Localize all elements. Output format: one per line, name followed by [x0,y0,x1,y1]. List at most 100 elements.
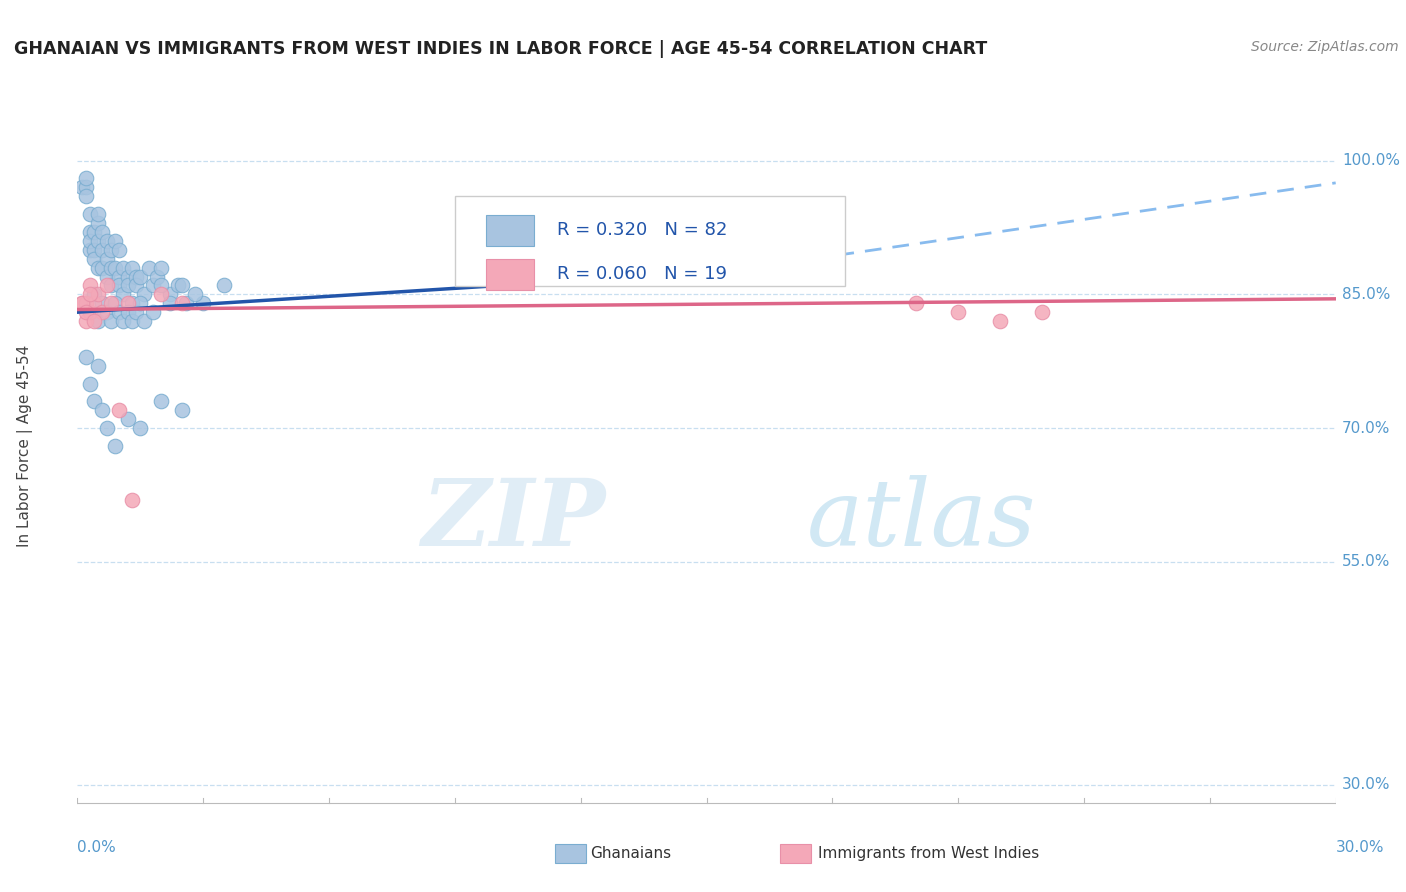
Point [104,296,127,310]
Point [96,278,118,293]
Text: 30.0%: 30.0% [1336,840,1384,855]
Point [79,305,101,319]
Point [96,421,118,435]
Point [87,216,110,230]
Point [100,260,122,275]
Point [79,376,101,391]
Point [104,234,127,248]
Point [172,278,194,293]
Point [134,287,156,301]
Point [117,305,139,319]
Point [96,305,118,319]
Point [75,350,97,364]
Text: In Labor Force | Age 45-54: In Labor Force | Age 45-54 [17,345,34,547]
Point [75,314,97,328]
Point [108,243,131,257]
FancyBboxPatch shape [456,196,845,286]
Point [79,234,101,248]
Text: 100.0%: 100.0% [1341,153,1400,168]
Point [91,243,114,257]
Point [176,296,198,310]
Point [79,287,101,301]
Text: R = 0.320   N = 82: R = 0.320 N = 82 [557,221,727,239]
Point [108,403,131,417]
Point [905,296,928,310]
Bar [780,844,811,863]
Point [112,314,135,328]
Point [108,269,131,284]
Point [70,296,93,310]
Point [104,439,127,453]
Point [91,403,114,417]
Point [96,252,118,266]
Text: 55.0%: 55.0% [1341,555,1391,569]
Point [485,198,508,212]
Point [91,260,114,275]
Point [79,305,101,319]
Text: GHANAIAN VS IMMIGRANTS FROM WEST INDIES IN LABOR FORCE | AGE 45-54 CORRELATION C: GHANAIAN VS IMMIGRANTS FROM WEST INDIES … [14,40,987,58]
Point [75,305,97,319]
Point [83,394,105,409]
Point [172,296,194,310]
Point [112,260,135,275]
Point [91,305,114,319]
Point [108,278,131,293]
Text: Ghanaians: Ghanaians [591,847,672,861]
Point [100,243,122,257]
Point [142,305,165,319]
Point [87,260,110,275]
Point [159,296,181,310]
Point [125,269,148,284]
Text: R = 0.060   N = 19: R = 0.060 N = 19 [557,265,727,284]
Point [104,260,127,275]
Point [150,278,173,293]
Point [117,296,139,310]
Point [138,260,160,275]
Point [112,287,135,301]
Point [79,207,101,221]
Point [125,278,148,293]
Point [79,243,101,257]
Bar [486,259,534,290]
Point [79,278,101,293]
Point [96,269,118,284]
Point [70,180,93,194]
Text: 85.0%: 85.0% [1341,287,1391,301]
Point [75,189,97,203]
Point [83,243,105,257]
Point [87,314,110,328]
Point [79,225,101,239]
Point [167,278,190,293]
Text: Immigrants from West Indies: Immigrants from West Indies [818,847,1039,861]
Point [146,269,169,284]
Point [83,287,105,301]
Point [108,305,131,319]
Point [184,287,207,301]
Point [150,287,173,301]
Text: 70.0%: 70.0% [1341,421,1391,435]
Point [134,314,156,328]
Point [129,269,152,284]
Text: 0.0%: 0.0% [77,840,117,855]
Point [117,412,139,426]
Point [83,252,105,266]
Point [75,171,97,186]
Point [75,296,97,310]
Point [100,296,122,310]
Point [100,314,122,328]
Point [121,492,143,507]
Point [100,278,122,293]
Text: atlas: atlas [807,475,1036,565]
Point [121,296,143,310]
Text: ZIP: ZIP [422,475,606,565]
Point [83,296,105,310]
Point [191,296,215,310]
Point [117,269,139,284]
Point [70,296,93,310]
Point [159,287,181,301]
Point [87,207,110,221]
Point [142,278,165,293]
Point [129,421,152,435]
Bar [486,215,534,246]
Point [87,234,110,248]
